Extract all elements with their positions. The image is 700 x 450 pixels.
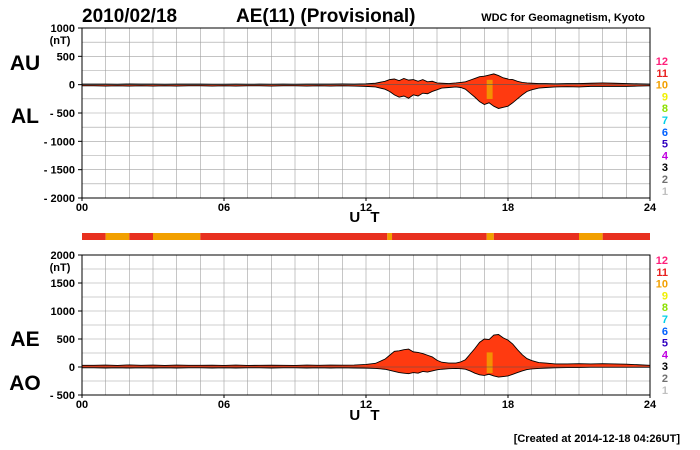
source-label: WDC for Geomagnetism, Kyoto (481, 12, 645, 24)
station-bar-segment (602, 233, 650, 240)
station-bar-segment (129, 233, 153, 240)
y-tick-label: - 1000 (44, 136, 75, 148)
station-bar-segment (200, 233, 388, 240)
x-tick-label: 18 (502, 202, 514, 214)
x-tick-label: 12 (360, 399, 372, 411)
x-tick-label: 00 (76, 399, 88, 411)
legend-level-6: 6 (662, 127, 668, 139)
au-series-label: AU (10, 52, 40, 75)
x-tick-label: 00 (76, 202, 88, 214)
station-bar-segment (82, 233, 106, 240)
ae-ao-x-axis-label: U T (349, 407, 382, 424)
station-bar-segment (486, 233, 494, 240)
y-tick-label: 1000 (51, 306, 75, 318)
legend-level-11: 11 (656, 267, 668, 279)
station-bar-segment (105, 233, 130, 240)
legend-level-4: 4 (662, 349, 669, 361)
y-tick-label: - 1500 (44, 165, 75, 177)
legend-level-1: 1 (662, 186, 668, 198)
au-al-unit-label: (nT) (50, 35, 71, 47)
ae-ao-unit-label: (nT) (50, 262, 71, 274)
x-tick-label: 06 (218, 202, 230, 214)
legend-level-12: 12 (656, 255, 668, 267)
station-bar-segment (579, 233, 603, 240)
station-bar-segment (493, 233, 579, 240)
legend-level-7: 7 (662, 314, 668, 326)
y-tick-label: 2000 (51, 250, 75, 262)
y-tick-label: - 500 (50, 108, 75, 120)
au-al-x-ticks: 00 06 12 18 24 (76, 198, 657, 214)
x-tick-label: 18 (502, 399, 514, 411)
legend-level-9: 9 (662, 290, 668, 302)
legend-level-3: 3 (662, 361, 668, 373)
au-al-data (82, 73, 651, 109)
legend-level-5: 5 (662, 139, 668, 151)
index-title: AE(11) (Provisional) (236, 6, 416, 27)
station-count-bar (82, 233, 650, 240)
orange-interval-marker (486, 79, 493, 99)
y-tick-label: 500 (57, 51, 75, 63)
ae-ao-x-ticks: 00 06 12 18 24 (76, 395, 657, 411)
x-tick-label: 24 (644, 202, 657, 214)
y-tick-label: 1000 (51, 23, 75, 35)
created-timestamp: [Created at 2014-12-18 04:26UT] (514, 433, 681, 445)
legend-level-9: 9 (662, 91, 668, 103)
upper-envelope-line (82, 73, 651, 85)
legend-level-11: 11 (656, 68, 668, 80)
legend-level-2: 2 (662, 174, 668, 186)
upper-envelope-line (82, 334, 651, 366)
x-tick-label: 12 (360, 202, 372, 214)
y-tick-label: 0 (69, 80, 75, 92)
station-bar-segment (387, 233, 393, 240)
station-bar-segment (392, 233, 487, 240)
ao-series-label: AO (9, 372, 41, 395)
legend-level-8: 8 (662, 103, 668, 115)
lower-envelope-line (82, 85, 651, 109)
legend-level-12: 12 (656, 56, 668, 68)
legend-level-10: 10 (656, 279, 668, 291)
date-title: 2010/02/18 (82, 6, 177, 27)
legend-level-3: 3 (662, 162, 668, 174)
legend-level-7: 7 (662, 115, 668, 127)
station-bar-segment (153, 233, 201, 240)
x-tick-label: 06 (218, 399, 230, 411)
legend-level-6: 6 (662, 326, 668, 338)
legend-level-1: 1 (662, 385, 668, 397)
y-tick-label: 500 (57, 334, 75, 346)
al-series-label: AL (11, 105, 39, 128)
y-tick-label: - 2000 (44, 193, 75, 205)
au-al-x-axis-label: U T (349, 209, 382, 226)
index-envelope-area (82, 73, 650, 109)
ae-ao-y-ticks: 2000 1500 1000 500 0 - 500 (50, 250, 82, 402)
y-tick-label: 1500 (51, 278, 75, 290)
legend-level-10: 10 (656, 80, 668, 92)
au-al-y-ticks: 1000 500 0 - 500 - 1000 - 1500 - 2000 (44, 23, 82, 205)
legend-level-2: 2 (662, 373, 668, 385)
ae-ao-data (82, 334, 651, 378)
legend-level-8: 8 (662, 302, 668, 314)
y-tick-label: - 500 (50, 390, 75, 402)
lower-envelope-line (82, 366, 650, 378)
index-envelope-area (82, 334, 650, 378)
y-tick-label: 0 (69, 362, 75, 374)
au-al-grid (82, 28, 650, 198)
x-tick-label: 24 (644, 399, 657, 411)
orange-interval-marker (486, 352, 493, 374)
legend-level-5: 5 (662, 338, 668, 350)
legend-level-4: 4 (662, 150, 669, 162)
ae-series-label: AE (10, 328, 39, 351)
